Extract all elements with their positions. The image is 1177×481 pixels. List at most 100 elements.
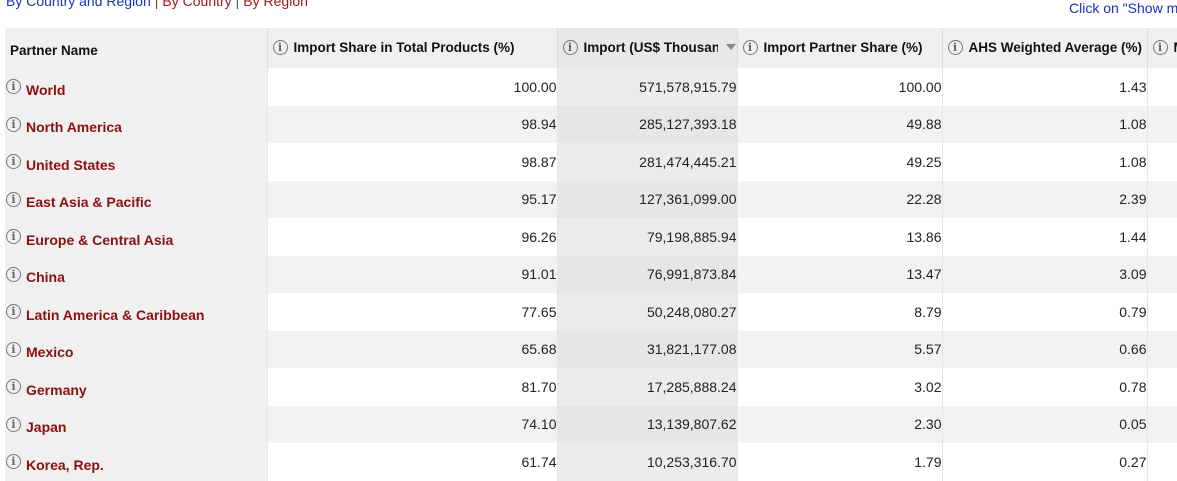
info-icon[interactable]: i [6, 267, 21, 282]
import-partner-share-cell: 13.86 [737, 218, 942, 256]
column-header-label: AHS Weighted Average (%) [969, 40, 1143, 55]
partner-link[interactable]: East Asia & Pacific [26, 194, 152, 210]
import-partner-share-cell: 3.02 [737, 368, 942, 406]
ahs-weighted-average-cell: 1.43 [942, 68, 1147, 106]
column-header-import-value[interactable]: i Import (US$ Thousand) [557, 28, 737, 68]
import-partner-share-cell: 5.57 [737, 331, 942, 369]
column-header-ahs-weighted-average[interactable]: i AHS Weighted Average (%) [942, 28, 1147, 68]
info-icon[interactable]: i [273, 40, 288, 55]
ahs-weighted-average-cell: 2.39 [942, 181, 1147, 219]
info-icon[interactable]: i [6, 417, 21, 432]
partner-link[interactable]: Korea, Rep. [26, 457, 104, 473]
info-icon[interactable]: i [6, 379, 21, 394]
import-partner-share-cell: 49.25 [737, 143, 942, 181]
partner-link[interactable]: North America [26, 119, 122, 135]
import-partner-share-cell: 2.30 [737, 406, 942, 444]
table-header-row: Partner Name i Import Share in Total Pro… [5, 28, 1177, 68]
partner-link[interactable]: Japan [26, 419, 66, 435]
import-share-total-cell: 61.74 [267, 443, 557, 481]
column-header-import-partner-share[interactable]: i Import Partner Share (%) [737, 28, 942, 68]
info-icon[interactable]: i [948, 40, 963, 55]
import-share-total-cell: 74.10 [267, 406, 557, 444]
partner-link[interactable]: China [26, 269, 65, 285]
info-icon[interactable]: i [6, 342, 21, 357]
partner-name-cell: i Latin America & Caribbean [5, 293, 267, 331]
next-column-cell [1147, 106, 1177, 144]
next-column-cell [1147, 256, 1177, 294]
info-icon[interactable]: i [6, 454, 21, 469]
column-header-import-share-total[interactable]: i Import Share in Total Products (%) [267, 28, 557, 68]
column-header-label: Import Partner Share (%) [764, 40, 923, 55]
partner-link[interactable]: Europe & Central Asia [26, 232, 173, 248]
import-share-total-cell: 98.94 [267, 106, 557, 144]
import-value-cell: 79,198,885.94 [557, 218, 737, 256]
partner-name-cell: i Korea, Rep. [5, 443, 267, 481]
column-header-partner-name[interactable]: Partner Name [5, 28, 267, 68]
partner-link[interactable]: World [26, 82, 65, 98]
partner-name-cell: i East Asia & Pacific [5, 181, 267, 219]
import-value-cell: 10,253,316.70 [557, 443, 737, 481]
partner-name-cell: i Mexico [5, 331, 267, 369]
partner-name-cell: i Germany [5, 368, 267, 406]
ahs-weighted-average-cell: 0.66 [942, 331, 1147, 369]
column-header-label: M [1174, 40, 1177, 55]
import-value-cell: 281,474,445.21 [557, 143, 737, 181]
import-share-total-cell: 98.87 [267, 143, 557, 181]
ahs-weighted-average-cell: 0.79 [942, 293, 1147, 331]
next-column-cell [1147, 368, 1177, 406]
by-country-and-region-link[interactable]: By Country and Region [6, 0, 151, 9]
import-partner-share-cell: 13.47 [737, 256, 942, 294]
partner-name-cell: i Europe & Central Asia [5, 218, 267, 256]
ahs-weighted-average-cell: 0.78 [942, 368, 1147, 406]
by-region-link[interactable]: By Region [243, 0, 308, 9]
separator: | [151, 0, 163, 9]
partner-link[interactable]: Latin America & Caribbean [26, 307, 204, 323]
next-column-cell [1147, 443, 1177, 481]
ahs-weighted-average-cell: 1.44 [942, 218, 1147, 256]
import-share-total-cell: 100.00 [267, 68, 557, 106]
show-more-hint-link[interactable]: Click on "Show m [1069, 0, 1177, 16]
info-icon[interactable]: i [563, 40, 578, 55]
partner-name-cell: i North America [5, 106, 267, 144]
partner-name-cell: i Japan [5, 406, 267, 444]
partner-link[interactable]: United States [26, 157, 115, 173]
info-icon[interactable]: i [6, 154, 21, 169]
column-header-next[interactable]: i M [1147, 28, 1177, 68]
partner-link[interactable]: Mexico [26, 344, 73, 360]
info-icon[interactable]: i [1153, 40, 1168, 55]
separator: | [232, 0, 244, 9]
ahs-weighted-average-cell: 1.08 [942, 106, 1147, 144]
ahs-weighted-average-cell: 0.05 [942, 406, 1147, 444]
view-switch-links: By Country and Region|By Country|By Regi… [6, 0, 308, 9]
info-icon[interactable]: i [6, 229, 21, 244]
column-header-label: Import Share in Total Products (%) [294, 40, 515, 55]
info-icon[interactable]: i [6, 304, 21, 319]
import-value-cell: 127,361,099.00 [557, 181, 737, 219]
sort-descending-icon[interactable] [726, 44, 736, 50]
info-icon[interactable]: i [6, 79, 21, 94]
import-value-cell: 285,127,393.18 [557, 106, 737, 144]
by-country-link[interactable]: By Country [162, 0, 231, 9]
top-nav: By Country and Region|By Country|By Regi… [0, 0, 1177, 17]
column-header-label: Partner Name [10, 43, 98, 58]
import-share-total-cell: 96.26 [267, 218, 557, 256]
import-partner-share-cell: 49.88 [737, 106, 942, 144]
info-icon[interactable]: i [743, 40, 758, 55]
partner-import-table: Partner Name i Import Share in Total Pro… [5, 28, 1177, 481]
info-icon[interactable]: i [6, 192, 21, 207]
partner-link[interactable]: Germany [26, 382, 87, 398]
import-share-total-cell: 95.17 [267, 181, 557, 219]
partner-name-cell: i United States [5, 143, 267, 181]
info-icon[interactable]: i [6, 117, 21, 132]
